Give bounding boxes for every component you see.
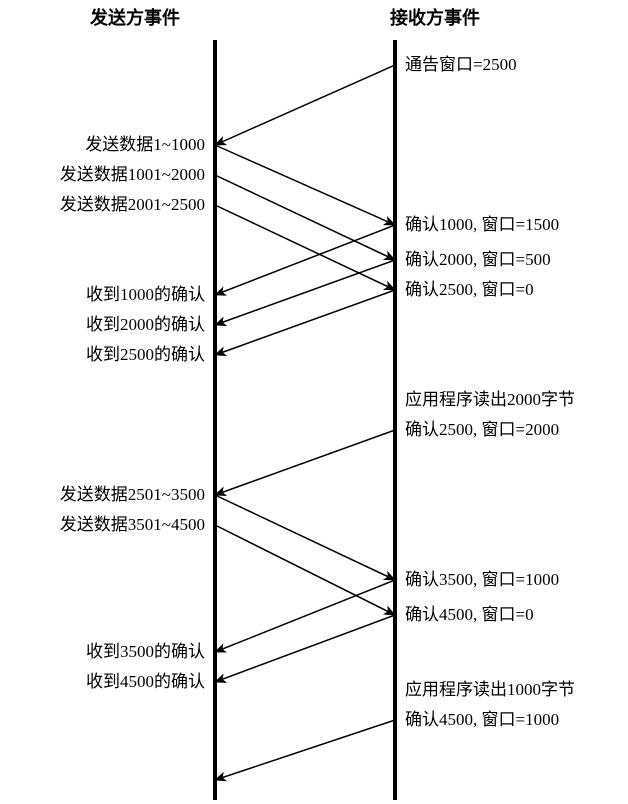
receiver-event-label: 应用程序读出1000字节 [405,680,575,699]
sender-event-label: 发送数据1001~2000 [60,165,205,184]
sender-event-label: 发送数据2001~2500 [60,195,205,214]
message-arrow [215,495,395,580]
sender-event-label: 发送数据2501~3500 [60,485,205,504]
sender-labels: 发送数据1~1000 发送数据1001~2000 发送数据2001~2500 收到10… [60,135,205,691]
message-arrow [215,525,395,615]
receiver-event-label: 应用程序读出2000字节 [405,390,575,409]
receiver-event-label: 确认4500, 窗口=1000 [405,710,559,729]
receiver-event-label: 确认2500, 窗口=2000 [405,420,559,439]
arrows [215,65,395,780]
message-arrow [215,145,395,225]
sender-event-label: 收到2000的确认 [86,315,205,334]
message-arrow [215,580,395,652]
message-arrow [215,260,395,325]
sender-event-label: 发送数据1~1000 [85,135,205,154]
receiver-event-label: 确认2000, 窗口=500 [405,250,551,269]
sender-header: 发送方事件 [89,7,180,28]
continuation-dot [393,781,397,785]
message-arrow [215,720,395,780]
receiver-event-label: 通告窗口=2500 [405,55,517,74]
receiver-labels: 通告窗口=2500 确认1000, 窗口=1500 确认2000, 窗口=500 确认… [405,55,575,729]
continuation-dot [393,794,397,798]
receiver-header: 接收方事件 [390,7,480,28]
sequence-diagram: 发送方事件 接收方事件 发送数据1~1000 发送数据1001~2000 发送数据2… [0,0,628,804]
sender-event-label: 发送数据3501~4500 [60,515,205,534]
receiver-event-label: 确认2500, 窗口=0 [405,280,534,299]
message-arrow [215,430,395,495]
receiver-event-label: 确认1000, 窗口=1500 [405,215,559,234]
continuation-dot [393,768,397,772]
sender-event-label: 收到2500的确认 [86,345,205,364]
message-arrow [215,225,395,295]
message-arrow [215,65,395,145]
sender-event-label: 收到1000的确认 [86,285,205,304]
sender-event-label: 收到3500的确认 [86,642,205,661]
sender-event-label: 收到4500的确认 [86,672,205,691]
receiver-event-label: 确认4500, 窗口=0 [405,605,534,624]
receiver-event-label: 确认3500, 窗口=1000 [405,570,559,589]
message-arrow [215,290,395,355]
message-arrow [215,615,395,682]
